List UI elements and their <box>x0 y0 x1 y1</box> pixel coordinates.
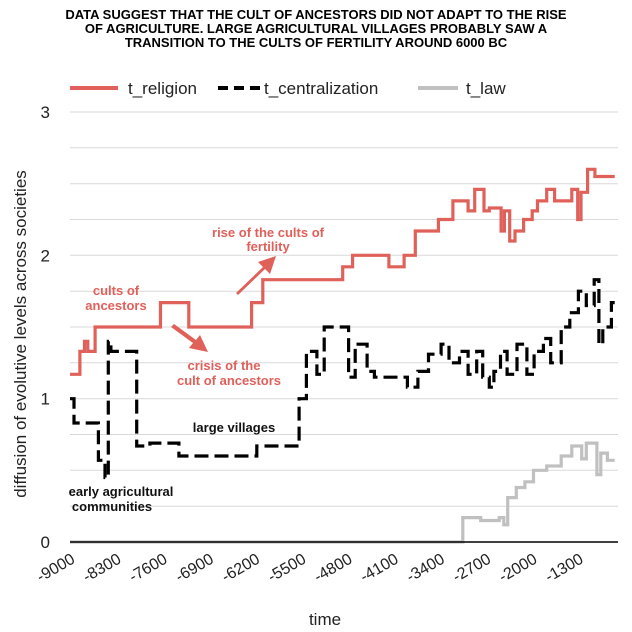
annotation-rise-fertility: rise of the cults of fertility <box>212 225 325 254</box>
x-tick-label: -3400 <box>404 551 448 586</box>
y-tick-label: 3 <box>41 103 50 122</box>
annotation-early-communities: early agricultural communities <box>69 484 174 514</box>
x-tick-label: -4800 <box>311 551 355 586</box>
annotation-large-villages-line-1: large villages <box>193 420 275 435</box>
y-tick-labels: 0 1 2 3 <box>41 103 50 552</box>
series-lines <box>70 167 615 544</box>
annotation-cults-ancestors-line-2: ancestors <box>85 298 146 313</box>
annotation-cults-ancestors: cults of ancestors <box>85 283 146 313</box>
x-tick-label: -4100 <box>358 551 402 586</box>
annotation-early-communities-line-1: early agricultural <box>69 484 174 499</box>
annotation-large-villages: large villages <box>193 420 275 435</box>
gridlines <box>70 111 618 507</box>
legend-label-centralization: t_centralization <box>264 79 378 98</box>
x-tick-label: -6200 <box>219 551 263 586</box>
legend-label-religion: t_religion <box>128 79 197 98</box>
annotation-cults-ancestors-line-1: cults of <box>93 283 140 298</box>
y-tick-label: 0 <box>41 533 50 552</box>
x-tick-label: -7600 <box>126 551 170 586</box>
series-line-t-law <box>70 441 615 544</box>
y-tick-label: 2 <box>41 246 50 265</box>
x-tick-labels: -9000 -8300 -7600 -6900 -6200 -5500 -4800 -4100… <box>34 551 586 586</box>
y-axis-label: diffusion of evolutive levels across soc… <box>11 170 30 498</box>
x-tick-label: -1300 <box>542 551 586 586</box>
chart-title: DATA SUGGEST THAT THE CULT OF ANCESTORS … <box>0 8 632 50</box>
x-tick-label: -5500 <box>265 551 309 586</box>
annotation-rise-fertility-line-2: fertility <box>246 239 290 254</box>
title-line-2: OF AGRICULTURE. LARGE AGRICULTURAL VILLA… <box>84 21 548 36</box>
x-tick-label: -6900 <box>173 551 217 586</box>
annotation-crisis-line-1: crisis of the <box>188 358 261 373</box>
arrow-crisis <box>171 324 208 352</box>
title-line-1: DATA SUGGEST THAT THE CULT OF ANCESTORS … <box>65 7 567 22</box>
legend-label-law: t_law <box>466 79 506 98</box>
x-tick-label: -2700 <box>450 551 494 586</box>
annotation-crisis: crisis of the cult of ancestors <box>177 358 281 388</box>
title-line-3: TRANSITION TO THE CULTS OF FERTILITY ARO… <box>124 35 508 50</box>
y-tick-label: 1 <box>41 390 50 409</box>
annotation-rise-fertility-line-1: rise of the cults of <box>212 225 325 240</box>
series-line-t-centralization <box>70 278 615 480</box>
x-tick-label: -8300 <box>80 551 124 586</box>
annotation-crisis-line-2: cult of ancestors <box>177 373 281 388</box>
series-line-t-religion <box>70 167 615 376</box>
annotation-early-communities-line-2: communities <box>72 499 152 514</box>
x-tick-label: -2000 <box>496 551 540 586</box>
legend: t_religion t_centralization t_law <box>70 79 506 98</box>
x-tick-label: -9000 <box>34 551 78 586</box>
arrow-rise-fertility <box>236 256 276 295</box>
x-axis-label: time <box>309 610 341 629</box>
